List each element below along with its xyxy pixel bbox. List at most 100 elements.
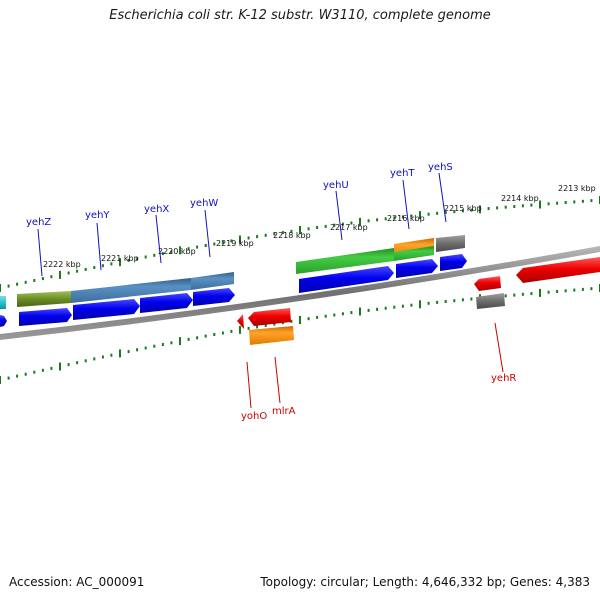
- cds-arrow-mlrA-red[interactable]: [248, 308, 291, 326]
- forward-gene-track: [0, 235, 465, 309]
- ruler-minor-tick: [376, 218, 379, 222]
- gene-bar-mlrA[interactable]: [249, 326, 294, 345]
- ruler-minor-tick: [127, 258, 130, 262]
- ruler-minor-tick: [573, 200, 576, 204]
- ruler-major-tick: [239, 325, 241, 334]
- genome-stats: Topology: circular; Length: 4,646,332 bp…: [260, 575, 590, 589]
- ruler-minor-tick: [281, 231, 284, 235]
- ruler-minor-tick: [41, 277, 44, 281]
- ruler-minor-tick: [384, 217, 387, 221]
- ruler-minor-tick: [76, 361, 79, 365]
- kbp-label-2216: 2216 kbp: [387, 214, 425, 223]
- forward-cds-track: [0, 254, 467, 327]
- genome-backbone: [0, 246, 600, 340]
- ruler-minor-tick: [247, 326, 250, 330]
- cds-arrow-yehT[interactable]: [396, 259, 438, 278]
- gene-bar-yehZ[interactable]: [17, 291, 71, 307]
- reverse-gene-track: [249, 293, 505, 345]
- ruler-minor-tick: [581, 199, 584, 203]
- ruler-major-tick: [119, 349, 121, 358]
- gene-label-yehT: yehT: [390, 168, 415, 179]
- ruler-minor-tick: [93, 266, 96, 269]
- ruler-minor-tick: [136, 348, 139, 352]
- kbp-label-2215: 2215 kbp: [444, 204, 482, 213]
- gene-bar-yehW[interactable]: [191, 272, 234, 290]
- ruler-minor-tick: [247, 236, 250, 240]
- ruler-minor-tick: [461, 209, 464, 213]
- ruler-minor-tick: [316, 315, 319, 319]
- ruler-minor-tick: [196, 336, 199, 340]
- cds-arrow-edge-left[interactable]: [0, 315, 7, 327]
- gene-bar-yehY-yehX[interactable]: [71, 278, 191, 303]
- ruler-minor-tick: [67, 363, 70, 367]
- cds-arrow-yehU[interactable]: [299, 266, 394, 293]
- cds-arrow-right-red[interactable]: [516, 257, 600, 283]
- ruler-minor-tick: [521, 204, 524, 208]
- gene-label-yehX: yehX: [144, 204, 169, 215]
- ruler-major-tick: [0, 376, 1, 384]
- ruler-minor-tick: [367, 219, 370, 223]
- cds-arrow-yehW[interactable]: [193, 288, 235, 306]
- ruler-minor-tick: [7, 284, 10, 288]
- ruler-minor-tick: [264, 324, 267, 327]
- ruler-minor-tick: [256, 325, 259, 329]
- ruler-minor-tick: [127, 350, 130, 354]
- reverse-gene-labels: yohO mlrA yehR: [241, 373, 516, 422]
- cds-arrow-yohO[interactable]: [237, 314, 244, 329]
- gene-label-yehW: yehW: [190, 198, 218, 209]
- ruler-minor-tick: [221, 240, 224, 244]
- cds-arrow-yehY[interactable]: [73, 299, 140, 320]
- ruler-minor-tick: [504, 294, 507, 298]
- ruler-major-tick: [419, 300, 421, 309]
- ruler-major-tick: [419, 211, 421, 220]
- gene-bar-yehU[interactable]: [296, 248, 394, 274]
- ruler-minor-tick: [290, 319, 293, 323]
- ruler-minor-tick: [110, 353, 113, 357]
- ruler-minor-tick: [350, 311, 353, 315]
- cds-arrow-yehS[interactable]: [440, 254, 467, 271]
- ruler-minor-tick: [564, 201, 567, 204]
- ruler-minor-tick: [153, 344, 156, 348]
- ruler-minor-tick: [333, 313, 336, 317]
- cds-arrow-yehZ[interactable]: [19, 308, 72, 326]
- ruler-minor-tick: [230, 239, 233, 243]
- ruler-major-tick: [179, 337, 181, 346]
- ruler-minor-tick: [101, 355, 104, 359]
- kbp-label-2221: 2221 kbp: [101, 254, 139, 263]
- ruler-minor-tick: [453, 210, 456, 214]
- gene-bar-yehT-green[interactable]: [394, 246, 434, 261]
- cds-arrow-yehX[interactable]: [140, 293, 193, 313]
- ruler-minor-tick: [84, 267, 87, 271]
- ruler-minor-tick: [187, 247, 190, 251]
- kbp-label-2220: 2220 kbp: [158, 247, 196, 256]
- cds-arrow-yehR[interactable]: [474, 276, 501, 291]
- ruler-minor-tick: [144, 255, 147, 259]
- gene-bar-yehS[interactable]: [436, 235, 465, 252]
- gene-label-mlrA: mlrA: [272, 406, 296, 417]
- gene-label-yehZ: yehZ: [26, 217, 51, 228]
- forward-gene-labels: yehZ yehY yehX yehW yehU yehT yehS: [26, 162, 453, 228]
- gene-bar-yehR[interactable]: [476, 293, 505, 309]
- gene-label-yehR: yehR: [491, 373, 516, 384]
- gene-bar-partial-left[interactable]: [0, 296, 6, 309]
- ruler-major-tick: [59, 362, 61, 371]
- ruler-minor-tick: [307, 317, 310, 321]
- ruler-minor-tick: [436, 211, 439, 215]
- ruler-minor-tick: [316, 226, 319, 229]
- ruler-minor-tick: [410, 214, 413, 218]
- reverse-cds-track: [237, 257, 600, 329]
- ruler-minor-tick: [341, 222, 344, 226]
- ruler-minor-tick: [161, 343, 164, 346]
- gene-label-yohO: yohO: [241, 411, 267, 422]
- ruler-major-tick: [59, 270, 61, 279]
- ruler-minor-tick: [7, 376, 10, 380]
- ruler-minor-tick: [196, 245, 199, 249]
- ruler-minor-tick: [393, 216, 396, 220]
- ruler-minor-tick: [444, 300, 447, 303]
- accession-label: Accession: AC_000091: [9, 575, 145, 589]
- ruler-minor-tick: [487, 207, 490, 211]
- gene-callout-lines: [37, 172, 504, 409]
- ruler-minor-tick: [187, 337, 190, 341]
- ruler-minor-tick: [573, 288, 576, 292]
